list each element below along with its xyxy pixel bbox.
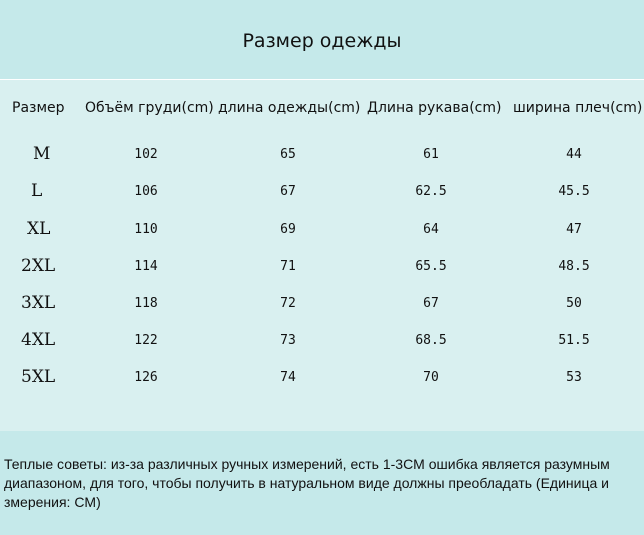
chest-cell: 110 <box>134 222 158 237</box>
table-row: XL 110 69 64 47 <box>0 219 644 245</box>
length-cell: 69 <box>280 222 296 237</box>
table-row: 4XL 122 73 68.5 51.5 <box>0 330 644 356</box>
chest-cell: 122 <box>134 333 158 348</box>
shoulder-cell: 48.5 <box>558 259 590 274</box>
column-header-sleeve: Длина рукава(cm) <box>367 100 502 116</box>
size-cell: XL <box>27 219 51 239</box>
length-cell: 74 <box>280 370 296 385</box>
size-cell: 4XL <box>21 330 56 350</box>
chest-cell: 102 <box>134 147 158 162</box>
sleeve-cell: 70 <box>423 370 439 385</box>
chest-cell: 118 <box>134 296 158 311</box>
sleeve-cell: 68.5 <box>415 333 447 348</box>
length-cell: 67 <box>280 184 296 199</box>
sleeve-cell: 65.5 <box>415 259 447 274</box>
chest-cell: 126 <box>134 370 158 385</box>
size-table: Размер Объём груди(cm) длина одежды(cm) … <box>0 80 644 431</box>
tips-panel: Теплые советы: из-за различных ручных из… <box>0 431 644 535</box>
shoulder-cell: 53 <box>566 370 582 385</box>
table-header-row: Размер Объём груди(cm) длина одежды(cm) … <box>0 100 644 120</box>
size-cell: 5XL <box>21 367 56 387</box>
column-header-length: длина одежды(cm) <box>218 100 361 116</box>
title-banner: Размер одежды <box>0 0 644 79</box>
column-header-size: Размер <box>12 100 65 116</box>
shoulder-cell: 50 <box>566 296 582 311</box>
table-row: L 106 67 62.5 45.5 <box>0 181 644 207</box>
table-row: 2XL 114 71 65.5 48.5 <box>0 256 644 282</box>
sleeve-cell: 62.5 <box>415 184 447 199</box>
size-cell: L <box>31 181 43 201</box>
size-cell: 2XL <box>21 256 56 276</box>
column-header-shoulder: ширина плеч(cm) <box>513 100 643 116</box>
size-cell: M <box>33 144 51 164</box>
size-cell: 3XL <box>21 293 56 313</box>
shoulder-cell: 44 <box>566 147 582 162</box>
page-title: Размер одежды <box>242 30 402 52</box>
length-cell: 72 <box>280 296 296 311</box>
shoulder-cell: 45.5 <box>558 184 590 199</box>
length-cell: 71 <box>280 259 296 274</box>
shoulder-cell: 47 <box>566 222 582 237</box>
chest-cell: 114 <box>134 259 158 274</box>
table-row: 3XL 118 72 67 50 <box>0 293 644 319</box>
column-header-chest: Объём груди(cm) <box>85 100 214 116</box>
length-cell: 73 <box>280 333 296 348</box>
chest-cell: 106 <box>134 184 158 199</box>
sleeve-cell: 61 <box>423 147 439 162</box>
sleeve-cell: 67 <box>423 296 439 311</box>
table-row: M 102 65 61 44 <box>0 144 644 170</box>
length-cell: 65 <box>280 147 296 162</box>
sleeve-cell: 64 <box>423 222 439 237</box>
measurement-tips-text: Теплые советы: из-за различных ручных из… <box>4 456 610 510</box>
table-row: 5XL 126 74 70 53 <box>0 367 644 393</box>
shoulder-cell: 51.5 <box>558 333 590 348</box>
